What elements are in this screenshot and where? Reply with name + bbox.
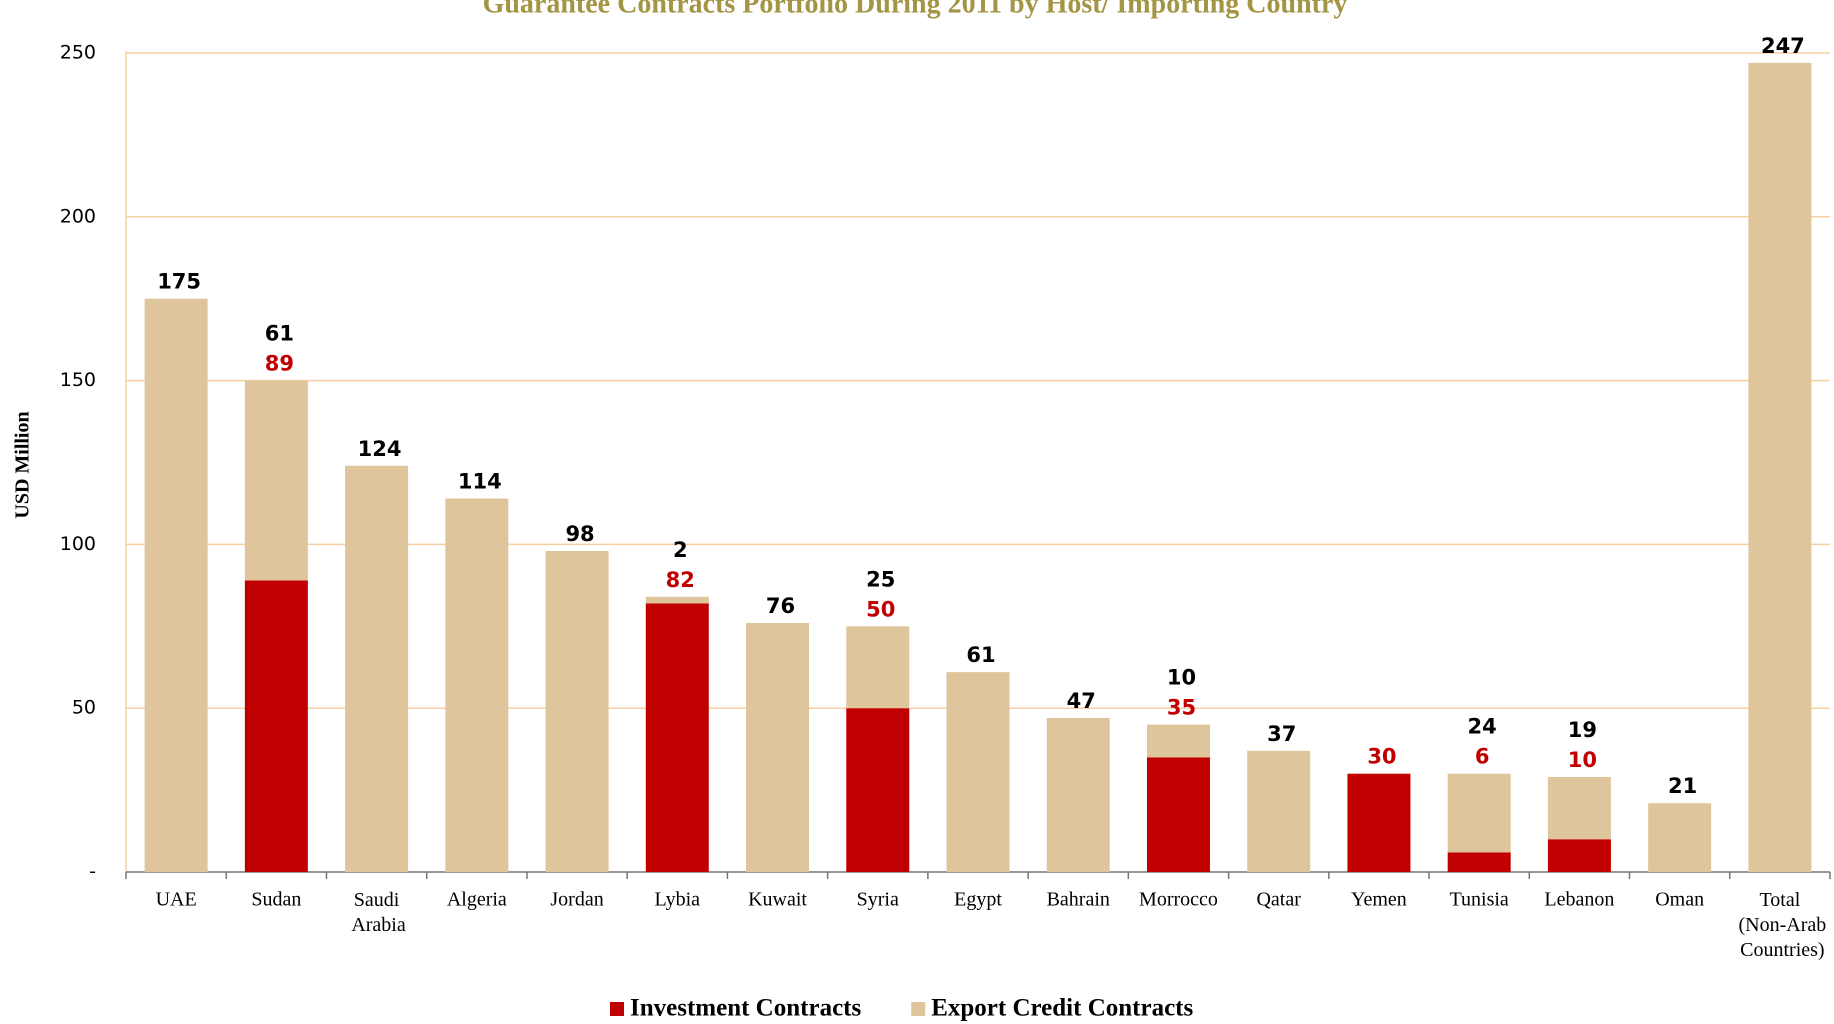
data-label: 47 xyxy=(1067,689,1096,713)
x-tick-label-line: Arabia xyxy=(347,914,405,936)
bar-segment xyxy=(1547,776,1611,840)
data-label: 89 xyxy=(265,352,294,376)
data-label: 30 xyxy=(1367,745,1396,769)
bar-segment xyxy=(244,380,308,581)
x-tick-label: Algeria xyxy=(447,889,507,911)
data-label: 35 xyxy=(1167,696,1196,720)
x-tick-label-line: Total xyxy=(1759,889,1800,911)
bar-segment xyxy=(345,465,409,872)
data-label: 10 xyxy=(1167,666,1196,690)
legend-label: Export Credit Contracts xyxy=(931,995,1193,1022)
data-label: 2 xyxy=(673,538,688,562)
x-tick-label: Saudi Arabia xyxy=(347,889,405,936)
data-label: 175 xyxy=(157,270,201,294)
bar-segment xyxy=(445,498,509,872)
bar-segment xyxy=(545,550,609,872)
x-tick-label: Lybia xyxy=(655,889,701,911)
x-tick-label-line: (Non-Arab xyxy=(1734,914,1827,936)
y-axis-label: USD Million xyxy=(12,411,34,518)
bar-segment xyxy=(645,596,709,604)
y-tick-label: 250 xyxy=(60,42,96,64)
y-tick-label: 100 xyxy=(60,533,96,555)
x-tick-label: Bahrain xyxy=(1047,889,1110,911)
bar-segment xyxy=(1547,839,1611,872)
data-label: 37 xyxy=(1267,722,1296,746)
data-label: 124 xyxy=(358,437,402,461)
x-tick-label: Oman xyxy=(1655,889,1704,911)
bar-segment xyxy=(946,672,1010,872)
data-label: 21 xyxy=(1668,774,1697,798)
x-tick-label: Kuwait xyxy=(748,889,807,911)
data-label: 19 xyxy=(1568,718,1597,742)
chart-title: Guarantee Contracts Portfolio During 201… xyxy=(483,0,1348,19)
x-tick-label-line: Countries) xyxy=(1735,939,1824,961)
bar-segment xyxy=(1146,757,1210,872)
data-label: 61 xyxy=(966,643,995,667)
data-label: 61 xyxy=(265,322,294,346)
bar-segment xyxy=(1447,773,1511,853)
data-label: 24 xyxy=(1468,715,1497,739)
bar-segment xyxy=(846,626,910,709)
x-tick-label: Sudan xyxy=(251,889,301,911)
data-label: 114 xyxy=(458,470,502,494)
y-tick-label: 50 xyxy=(72,697,96,719)
data-label: 25 xyxy=(866,567,895,591)
bar-segment xyxy=(244,580,308,872)
bar-segment xyxy=(144,298,208,872)
x-tick-label: Egypt xyxy=(954,889,1002,911)
y-tick-label: 200 xyxy=(60,205,96,227)
data-label: 82 xyxy=(666,568,695,592)
bar-segment xyxy=(1347,773,1411,872)
x-tick-label: Lebanon xyxy=(1544,889,1614,911)
x-tick-label: Qatar xyxy=(1256,889,1301,911)
x-tick-label-line: Saudi xyxy=(354,889,400,911)
bar-segment xyxy=(1748,62,1812,872)
bar-segment xyxy=(1247,750,1311,872)
bar-segment xyxy=(746,623,810,872)
data-label: 76 xyxy=(766,594,795,618)
legend-swatch xyxy=(911,1002,926,1016)
x-tick-label: Total (Non-Arab Countries) xyxy=(1734,889,1827,961)
bar-segment xyxy=(1648,803,1712,872)
data-label: 98 xyxy=(565,522,594,546)
data-label: 10 xyxy=(1568,748,1597,772)
y-tick-label: - xyxy=(89,861,96,883)
x-tick-label: Jordan xyxy=(550,889,603,911)
legend-swatch xyxy=(610,1002,624,1016)
data-label: 6 xyxy=(1475,745,1490,769)
x-tick-label: UAE xyxy=(156,889,197,911)
data-label: 247 xyxy=(1761,34,1805,58)
x-tick-label: Morrocco xyxy=(1139,889,1218,911)
bar-segment xyxy=(846,708,910,872)
bar-segment xyxy=(1447,852,1511,872)
y-tick-label: 150 xyxy=(60,369,96,391)
x-tick-label: Tunisia xyxy=(1450,889,1509,911)
bar-segment xyxy=(645,603,709,872)
x-tick-label: Syria xyxy=(857,889,899,911)
legend-label: Investment Contracts xyxy=(630,995,861,1022)
bar-segment xyxy=(1146,724,1210,758)
data-label: 50 xyxy=(866,597,895,621)
x-tick-label: Yemen xyxy=(1351,889,1407,911)
bar-segment xyxy=(1046,718,1110,872)
